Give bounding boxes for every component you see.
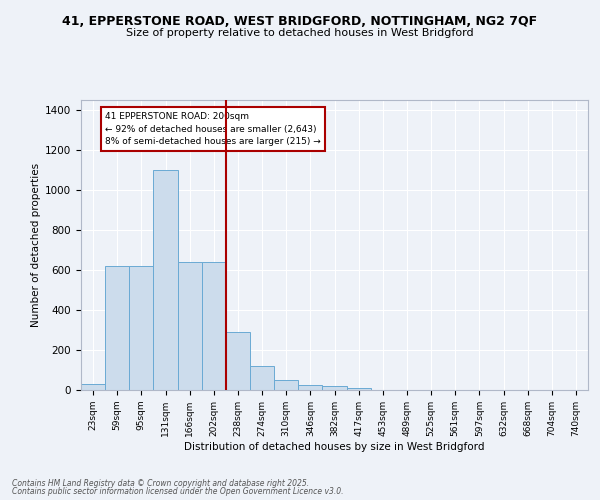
Bar bbox=[105, 266, 129, 390]
Text: Size of property relative to detached houses in West Bridgford: Size of property relative to detached ho… bbox=[126, 28, 474, 38]
Bar bbox=[154, 170, 178, 390]
Bar bbox=[178, 262, 202, 390]
Text: Contains HM Land Registry data © Crown copyright and database right 2025.: Contains HM Land Registry data © Crown c… bbox=[12, 478, 309, 488]
Y-axis label: Number of detached properties: Number of detached properties bbox=[31, 163, 41, 327]
Bar bbox=[202, 262, 226, 390]
Text: 41, EPPERSTONE ROAD, WEST BRIDGFORD, NOTTINGHAM, NG2 7QF: 41, EPPERSTONE ROAD, WEST BRIDGFORD, NOT… bbox=[62, 15, 538, 28]
Bar bbox=[322, 386, 347, 390]
Bar bbox=[129, 266, 154, 390]
Text: Contains public sector information licensed under the Open Government Licence v3: Contains public sector information licen… bbox=[12, 487, 343, 496]
Bar bbox=[274, 380, 298, 390]
Bar bbox=[226, 332, 250, 390]
Bar bbox=[347, 388, 371, 390]
Bar bbox=[81, 384, 105, 390]
X-axis label: Distribution of detached houses by size in West Bridgford: Distribution of detached houses by size … bbox=[184, 442, 485, 452]
Text: 41 EPPERSTONE ROAD: 200sqm
← 92% of detached houses are smaller (2,643)
8% of se: 41 EPPERSTONE ROAD: 200sqm ← 92% of deta… bbox=[105, 112, 321, 146]
Bar bbox=[298, 385, 322, 390]
Bar bbox=[250, 366, 274, 390]
